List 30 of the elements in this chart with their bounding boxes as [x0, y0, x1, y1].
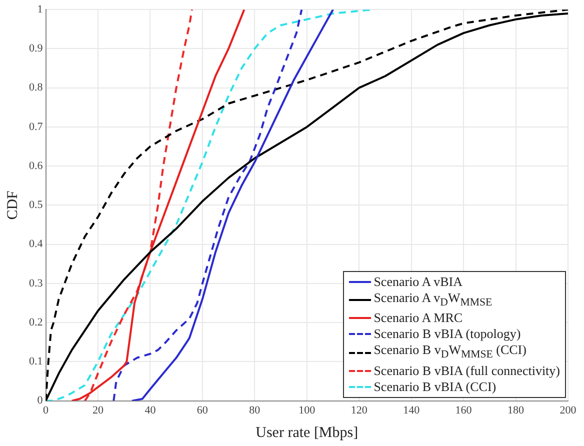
- legend-label: Scenario B vBIA (topology): [374, 326, 521, 342]
- x-tick-label: 120: [350, 404, 368, 416]
- x-tick-label: 20: [92, 404, 104, 416]
- y-tick-label: 0.2: [29, 316, 43, 328]
- y-tick-label: 0.4: [29, 238, 44, 250]
- x-tick-label: 40: [144, 404, 156, 416]
- legend-label: Scenario B vBIA (CCI): [374, 379, 496, 395]
- y-tick-label: 0.1: [29, 356, 43, 368]
- y-tick-label: 0.8: [29, 82, 44, 94]
- legend-label: Scenario A MRC: [374, 310, 463, 326]
- x-tick-label: 200: [560, 404, 577, 416]
- x-tick-label: 60: [196, 404, 208, 416]
- legend-label: Scenario B v$_{D}$W$_{MMSE}$ (CCI): [374, 342, 526, 363]
- x-tick-label: 140: [403, 404, 420, 416]
- x-tick-label: 100: [298, 404, 316, 416]
- x-tick-label: 180: [508, 404, 525, 416]
- y-tick-label: 0.7: [29, 120, 44, 133]
- y-tick-label: 0.9: [29, 42, 44, 55]
- y-axis-title: CDF: [4, 190, 21, 220]
- y-tick-label: 0.3: [29, 277, 44, 290]
- y-tick-label: 0: [37, 394, 44, 407]
- x-tick-label: 160: [455, 404, 472, 416]
- legend-label: Scenario A vBIA: [374, 274, 463, 290]
- x-tick-label: 80: [249, 404, 261, 416]
- y-tick-label: 0.6: [29, 160, 44, 172]
- y-tick-label: 1: [37, 3, 43, 16]
- legend-label: Scenario B vBIA (full connectivity): [374, 363, 560, 379]
- y-tick-label: 0.5: [29, 199, 44, 212]
- x-axis-title: User rate [Mbps]: [256, 424, 358, 441]
- legend-label: Scenario A v$_{D}$W$_{MMSE}$: [374, 290, 492, 310]
